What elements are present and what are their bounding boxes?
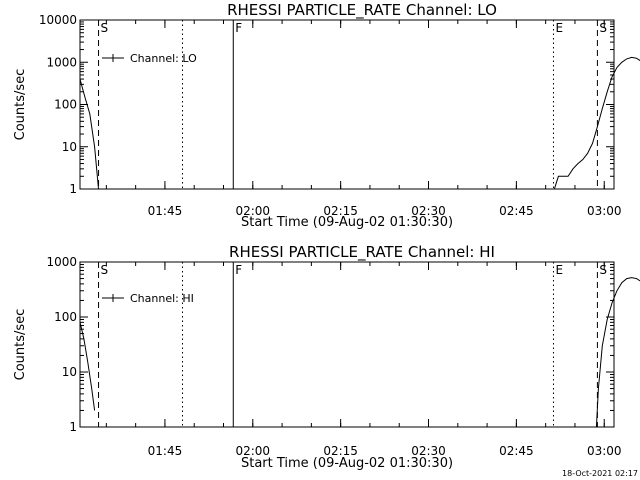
y-axis-label: Counts/sec <box>13 309 28 381</box>
chart-title: RHESSI PARTICLE_RATE Channel: HI <box>229 243 495 262</box>
data-series-line-1 <box>79 322 96 411</box>
x-tick-label: 02:15 <box>323 204 358 218</box>
x-axis-label: Start Time (09-Aug-02 01:30:30) <box>241 456 453 471</box>
y-tick-label: 100 <box>54 98 77 112</box>
plot-frame <box>79 261 615 428</box>
event-marker-label: S <box>599 263 607 277</box>
x-tick-label: 01:45 <box>148 204 183 218</box>
x-tick-label: 02:00 <box>235 444 270 458</box>
event-marker-label: S <box>599 21 607 35</box>
legend-label: Channel: HI <box>130 292 194 305</box>
x-tick-label: 03:00 <box>587 204 622 218</box>
event-marker-label: S <box>101 263 109 277</box>
chart-title: RHESSI PARTICLE_RATE Channel: LO <box>227 1 497 20</box>
footer-timestamp: 18-Oct-2021 02:17 <box>562 469 638 478</box>
event-marker-label: F <box>235 263 242 277</box>
data-series-line-2 <box>553 56 640 190</box>
y-tick-label: 10000 <box>39 13 77 27</box>
y-tick-label: 10 <box>62 140 77 154</box>
event-marker-label: S <box>101 21 109 35</box>
y-tick-label: 100 <box>54 310 77 324</box>
y-tick-label: 10 <box>62 365 77 379</box>
y-tick-label: 1 <box>69 420 77 434</box>
y-tick-label: 1000 <box>46 55 77 69</box>
chart-panel-2: RHESSI PARTICLE_RATE Channel: HI 1 10 100 10… <box>13 243 640 471</box>
x-axis-label: Start Time (09-Aug-02 01:30:30) <box>241 215 453 230</box>
event-marker-label: E <box>555 21 563 35</box>
y-tick-label: 1 <box>69 182 77 196</box>
x-tick-label: 02:30 <box>411 204 446 218</box>
y-tick-label: 1000 <box>46 255 77 269</box>
chart-panel-1: RHESSI PARTICLE_RATE Channel: LO 1 10 100 10… <box>13 1 640 230</box>
x-tick-label: 03:00 <box>587 444 622 458</box>
x-tick-label: 02:00 <box>235 204 270 218</box>
plot-frame <box>79 19 615 190</box>
event-marker-label: E <box>555 263 563 277</box>
x-tick-label: 02:30 <box>411 444 446 458</box>
x-tick-label: 01:45 <box>148 444 183 458</box>
data-series-line-1 <box>79 78 99 190</box>
event-marker-label: F <box>235 21 242 35</box>
x-tick-label: 02:45 <box>499 444 534 458</box>
data-series-line-2 <box>595 277 640 428</box>
legend-label: Channel: LO <box>130 52 197 65</box>
x-tick-label: 02:45 <box>499 204 534 218</box>
x-tick-label: 02:15 <box>323 444 358 458</box>
y-axis-label: Counts/sec <box>13 69 28 141</box>
